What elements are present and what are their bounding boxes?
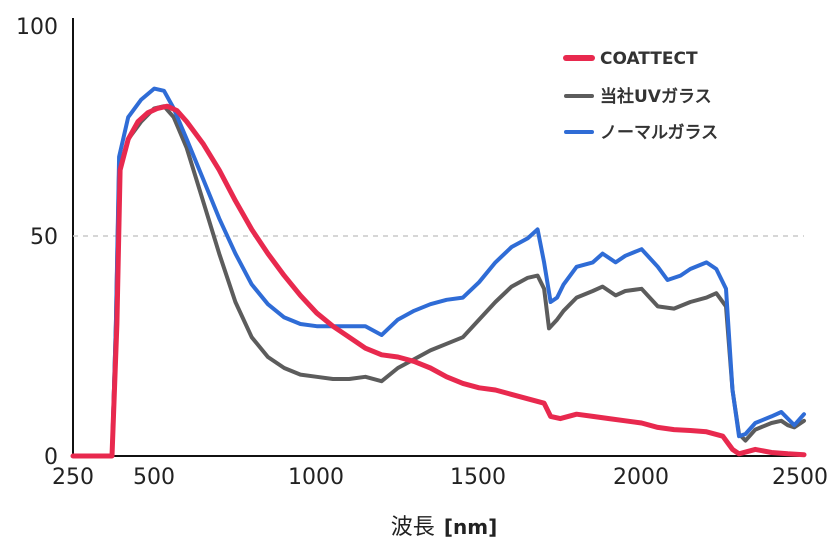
x-tick-label-500: 500 xyxy=(133,465,175,490)
x-tick-label-2500: 2500 xyxy=(772,465,828,490)
x-axis-title-text: 波長 xyxy=(391,515,435,540)
x-tick-label-2000: 2000 xyxy=(613,465,669,490)
series-line-coattect xyxy=(70,103,807,459)
legend: COATTECT 当社UVガラス ノーマルガラス xyxy=(563,49,718,143)
legend-label-normal-glass: ノーマルガラス xyxy=(600,123,718,143)
x-axis-title-unit: [nm] xyxy=(444,515,497,539)
legend-label-coattect: COATTECT xyxy=(600,49,698,69)
series-line-uv-glass xyxy=(71,104,806,458)
series-group xyxy=(70,86,807,459)
x-tick-label-1500: 1500 xyxy=(450,465,506,490)
series-line-normal-glass xyxy=(71,86,806,458)
legend-label-uv-glass: 当社UVガラス xyxy=(600,86,712,107)
y-tick-label-0: 0 xyxy=(44,445,58,470)
y-tick-label-100: 100 xyxy=(16,15,58,40)
x-tick-label-1000: 1000 xyxy=(288,465,344,490)
x-axis-title: 波長 [nm] xyxy=(391,515,497,540)
y-tick-label-50: 50 xyxy=(30,225,58,250)
x-tick-label-250: 250 xyxy=(52,465,94,490)
